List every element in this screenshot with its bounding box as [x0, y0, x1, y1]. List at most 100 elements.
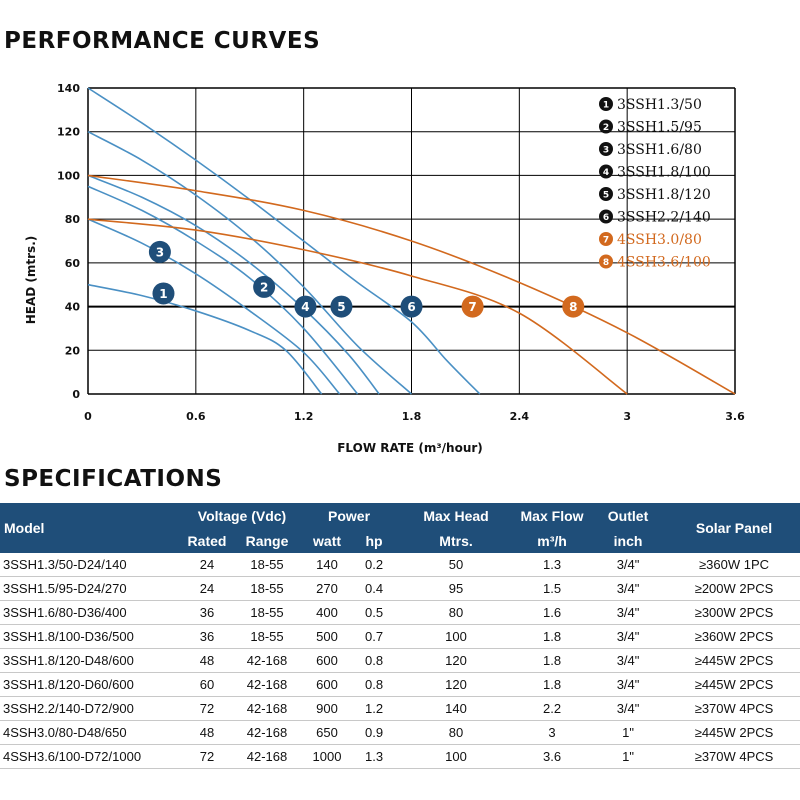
table-cell: 3/4"	[588, 672, 669, 697]
legend-entry-4: 3SSH1.8/100	[617, 165, 711, 181]
performance-curves-title: PERFORMANCE CURVES	[4, 28, 321, 54]
header-voltage: Voltage (Vdc)	[197, 507, 287, 524]
table-cell: 72	[182, 696, 232, 721]
y-tick-label: 100	[57, 169, 80, 182]
y-tick-label: 120	[57, 126, 80, 139]
legend-badge-number: 4	[603, 168, 609, 178]
legend-entry-5: 3SSH1.8/120	[617, 187, 711, 203]
table-cell: 650	[302, 720, 353, 745]
table-cell: 900	[302, 696, 353, 721]
table-cell: ≥200W 2PCS	[668, 576, 800, 601]
x-tick-label: 3.6	[725, 410, 745, 423]
table-cell: ≥445W 2PCS	[668, 648, 800, 673]
legend-badge-number: 8	[603, 258, 609, 268]
x-tick-label: 1.2	[294, 410, 314, 423]
table-cell: 3SSH1.8/100-D36/500	[0, 624, 182, 649]
table-cell: 400	[302, 600, 353, 625]
curve-marker-number: 1	[159, 287, 167, 301]
curve-marker-7	[461, 295, 484, 318]
legend-badge-number: 3	[603, 146, 609, 156]
table-row: 3SSH1.6/80-D36/400 36 18-55 400 0.5 80 1.6 3/4"…	[0, 600, 800, 625]
header-solar-panel: Solar Panel	[695, 520, 773, 536]
header-outlet: Outlet	[607, 507, 649, 524]
legend-badge-5	[599, 187, 613, 201]
table-cell: 2.2	[516, 696, 589, 721]
legend-badge-number: 6	[603, 213, 609, 223]
table-cell: 80	[396, 600, 517, 625]
curve-marker-number: 5	[337, 300, 345, 314]
header-range: Range	[245, 532, 289, 549]
header-mtrs: Mtrs.	[439, 532, 473, 549]
table-cell: 1.5	[516, 576, 589, 601]
y-tick-label: 0	[72, 388, 80, 401]
table-cell: 1000	[302, 744, 353, 769]
table-cell: 42-168	[232, 672, 303, 697]
curve-marker-4	[294, 295, 317, 318]
table-cell: 48	[182, 648, 232, 673]
y-tick-label: 80	[65, 213, 81, 226]
legend-badge-6	[599, 209, 613, 224]
table-cell: 1.8	[516, 648, 589, 673]
table-cell: 3SSH1.8/120-D60/600	[0, 672, 182, 697]
table-cell: 0.9	[352, 720, 397, 745]
curve-marker-3	[148, 240, 171, 263]
header-power: Power	[328, 507, 371, 524]
curve-series-1	[87, 283, 323, 395]
table-cell: 3.6	[516, 744, 589, 769]
table-cell: 3/4"	[588, 576, 669, 601]
specifications-title: SPECIFICATIONS	[4, 466, 223, 492]
performance-chart-svg: 1 234 5 6 7 8 0 0.6 1.2 1.8 2.4 3 3.602040608010012…	[24, 82, 745, 455]
table-cell: ≥360W 1PC	[668, 553, 800, 577]
chart-legend: 1 3SSH1.3/50 2 3SSH1.5/95 3 3SSH1.6/80 4 3SSH1.…	[599, 97, 711, 271]
table-cell: 18-55	[232, 553, 303, 577]
table-cell: 42-168	[232, 744, 303, 769]
header-hp: hp	[365, 532, 383, 549]
y-tick-label: 140	[57, 82, 80, 95]
table-cell: 3SSH1.6/80-D36/400	[0, 600, 182, 625]
table-cell: ≥370W 4PCS	[668, 744, 800, 769]
table-cell: 3SSH2.2/140-D72/900	[0, 696, 182, 721]
curve-marker-1	[152, 282, 175, 305]
legend-badge-1	[599, 97, 613, 111]
table-row: 3SSH1.3/50-D24/140 24 18-55 140 0.2 50 1.3 3/4"…	[0, 553, 800, 577]
legend-entry-3: 3SSH1.6/80	[617, 142, 702, 158]
table-cell: 1.3	[352, 744, 397, 769]
table-cell: 42-168	[232, 648, 303, 673]
table-cell: 95	[396, 576, 517, 601]
table-header-row-top: Model Voltage (Vdc) Power Max Head Max F…	[0, 503, 800, 536]
table-cell: 140	[396, 696, 517, 721]
table-cell: 600	[302, 648, 353, 673]
legend-badge-number: 7	[603, 236, 609, 246]
header-model: Model	[4, 520, 45, 536]
curve-series-7	[87, 218, 628, 395]
table-cell: ≥445W 2PCS	[668, 720, 800, 745]
legend-badge-7	[599, 232, 613, 246]
legend-badge-number: 5	[603, 191, 609, 201]
legend-badge-8	[599, 254, 613, 269]
header-max-flow: Max Flow	[520, 507, 584, 524]
table-cell: 3SSH1.3/50-D24/140	[0, 553, 182, 577]
table-cell: ≥300W 2PCS	[668, 600, 800, 625]
table-cell: 72	[182, 744, 232, 769]
table-cell: 0.2	[352, 553, 397, 577]
table-cell: 0.4	[352, 576, 397, 601]
legend-entry-7: 4SSH3.0/80	[617, 232, 702, 248]
curve-series-8	[87, 174, 736, 395]
table-cell: 36	[182, 624, 232, 649]
table-cell: ≥370W 4PCS	[668, 696, 800, 721]
table-cell: 80	[396, 720, 517, 745]
table-cell: 0.8	[352, 648, 397, 673]
legend-badge-2	[599, 119, 613, 134]
curve-series-6	[87, 87, 481, 395]
legend-entry-1: 3SSH1.3/50	[617, 97, 702, 113]
table-cell: 140	[302, 553, 353, 577]
table-row: 3SSH1.8/120-D48/600 48 42-168 600 0.8 120 1.8 3…	[0, 648, 800, 673]
legend-entry-8: 4SSH3.6/100	[617, 255, 711, 271]
table-cell: 3SSH1.8/120-D48/600	[0, 648, 182, 673]
curve-marker-5	[330, 295, 353, 318]
table-cell: 3/4"	[588, 553, 669, 577]
table-cell: 42-168	[232, 696, 303, 721]
x-tick-label: 2.4	[510, 410, 530, 423]
specifications-table: Model Voltage (Vdc) Power Max Head Max F…	[0, 503, 800, 769]
table-cell: 1.8	[516, 624, 589, 649]
